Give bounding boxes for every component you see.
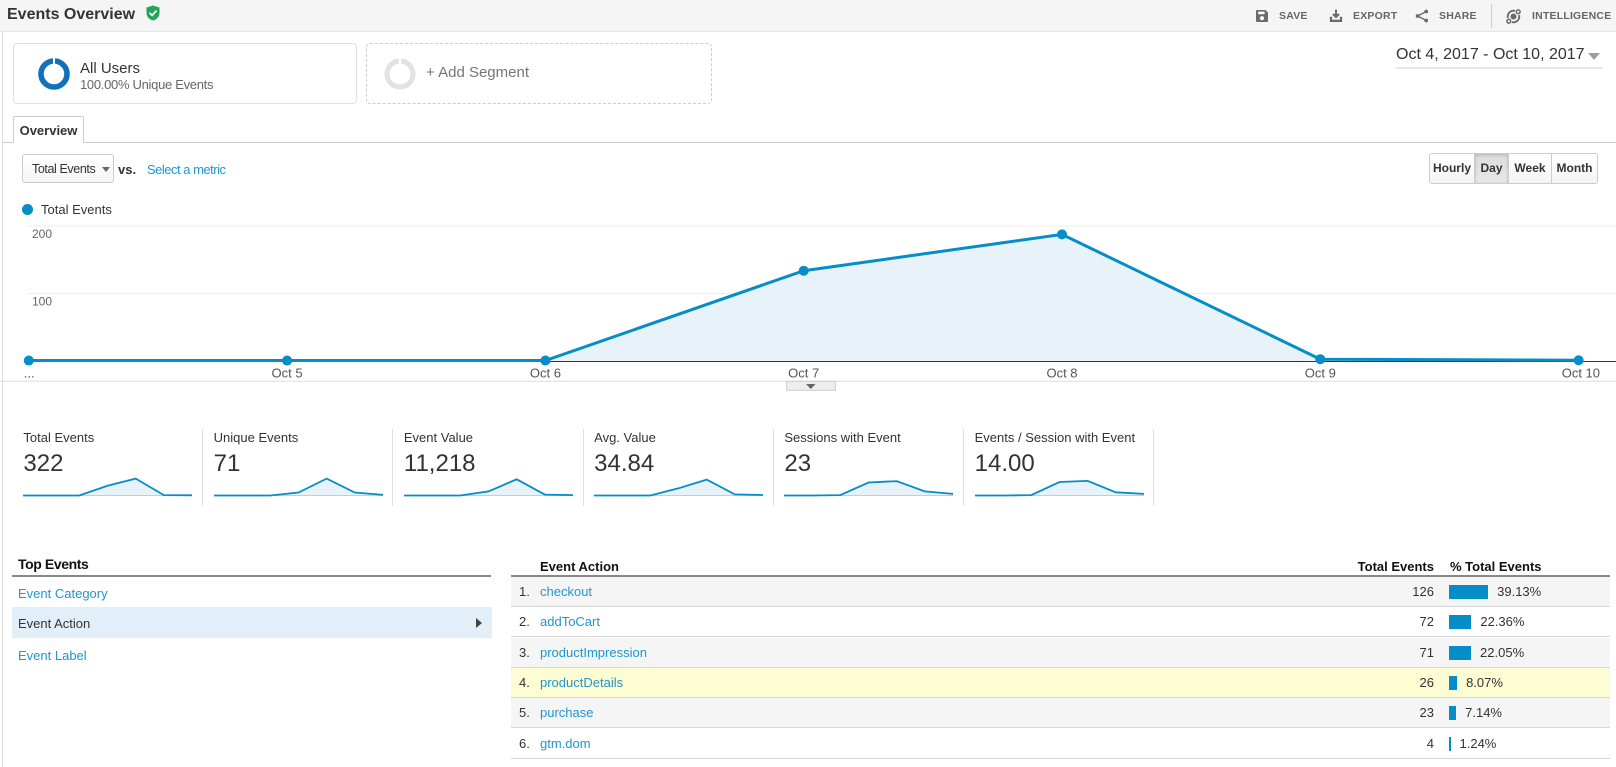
svg-text:Oct 8: Oct 8 <box>1046 366 1077 381</box>
svg-text:100: 100 <box>32 295 52 309</box>
svg-text:...: ... <box>24 366 35 381</box>
svg-text:Oct 5: Oct 5 <box>272 366 303 381</box>
svg-text:Oct 7: Oct 7 <box>788 366 819 381</box>
svg-text:Oct 6: Oct 6 <box>530 366 561 381</box>
svg-text:200: 200 <box>32 227 52 241</box>
svg-text:Oct 10: Oct 10 <box>1562 366 1600 381</box>
svg-text:Oct 9: Oct 9 <box>1305 366 1336 381</box>
